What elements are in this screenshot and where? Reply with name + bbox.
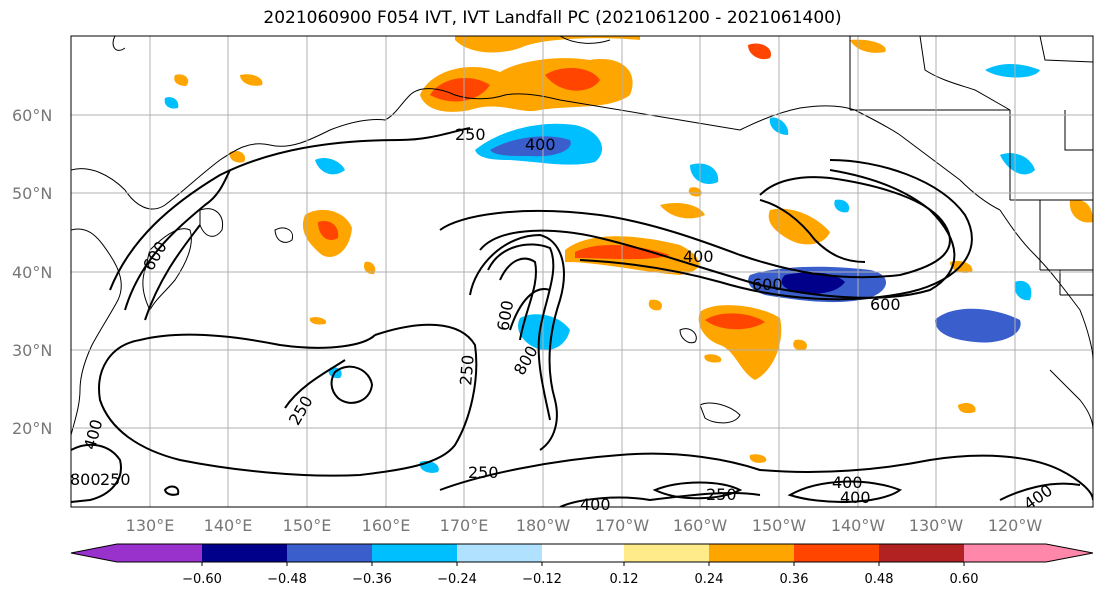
- lon-label: 140°W: [831, 516, 886, 535]
- lon-label: 150°E: [283, 516, 332, 535]
- contour-label: 600: [870, 295, 901, 314]
- colorbar-swatch: [117, 544, 202, 562]
- colorbar-tick-label: −0.24: [437, 572, 477, 587]
- contour-label: 400: [525, 135, 556, 154]
- lon-label: 160°W: [673, 516, 728, 535]
- colorbar-swatch: [287, 544, 372, 562]
- colorbar-outline: [70, 543, 1094, 563]
- colorbar-swatch: [202, 544, 287, 562]
- colorbar-tick-label: −0.48: [267, 572, 307, 587]
- colorbar-tick-label: 0.12: [610, 572, 639, 587]
- colorbar-swatch: [794, 544, 879, 562]
- longitude-labels: 130°E 140°E 150°E 160°E 170°E 180°W 170°…: [126, 516, 1043, 535]
- colorbar-swatch: [624, 544, 709, 562]
- lat-label: 50°N: [12, 184, 52, 203]
- lon-label: 160°E: [362, 516, 411, 535]
- contour-label: 250: [100, 470, 131, 489]
- colorbar-tick-label: 0.36: [780, 572, 809, 587]
- negative-anomaly-fills: [164, 64, 1040, 473]
- colorbar-swatch: [964, 544, 1046, 562]
- lon-label: 130°W: [909, 516, 964, 535]
- contour-label: 800: [70, 470, 101, 489]
- contour-label: 400: [840, 488, 871, 507]
- colorbar-tick-label: −0.12: [522, 572, 562, 587]
- colorbar: −0.60 −0.48 −0.36 −0.24 −0.12 0.12 0.24 …: [70, 543, 1094, 587]
- ivt-contours: [71, 127, 1093, 507]
- lon-label: 170°W: [595, 516, 650, 535]
- contour-label: 250: [456, 354, 478, 386]
- lon-label: 150°W: [752, 516, 807, 535]
- colorbar-tick-label: 0.60: [950, 572, 979, 587]
- colorbar-swatch: [457, 544, 542, 562]
- colorbar-swatch: [542, 544, 624, 562]
- contour-label: 400: [683, 247, 714, 266]
- colorbar-ticks: [201, 562, 965, 566]
- colorbar-extend-right: [1046, 544, 1093, 562]
- colorbar-tick-label: −0.60: [182, 572, 222, 587]
- contour-label: 250: [455, 125, 486, 144]
- lon-label: 180°W: [516, 516, 571, 535]
- contour-label: 400: [832, 473, 863, 492]
- colorbar-extend-left: [71, 544, 117, 562]
- coastlines: [71, 36, 1093, 436]
- colorbar-tick-label: 0.48: [865, 572, 894, 587]
- colorbar-tick-label: 0.24: [695, 572, 724, 587]
- lat-label: 20°N: [12, 419, 52, 438]
- colorbar-swatch: [372, 544, 457, 562]
- colorbar-swatch: [879, 544, 964, 562]
- lat-label: 30°N: [12, 341, 52, 360]
- colorbar-tick-label: −0.36: [352, 572, 392, 587]
- lon-label: 130°E: [126, 516, 175, 535]
- latitude-labels: 60°N 50°N 40°N 30°N 20°N: [12, 106, 52, 438]
- lon-label: 140°E: [204, 516, 253, 535]
- lat-label: 60°N: [12, 106, 52, 125]
- map-border: [70, 35, 1094, 508]
- contour-label: 250: [468, 463, 499, 482]
- contour-label: 400: [580, 495, 611, 514]
- lon-label: 120°W: [988, 516, 1043, 535]
- positive-anomaly-fills: [174, 36, 1093, 463]
- colorbar-swatch: [709, 544, 794, 562]
- lon-label: 170°E: [440, 516, 489, 535]
- contour-label: 250: [706, 485, 737, 504]
- lat-label: 40°N: [12, 263, 52, 282]
- gridlines: [71, 36, 1093, 507]
- contour-label: 600: [752, 275, 783, 294]
- map-title: 2021060900 F054 IVT, IVT Landfall PC (20…: [263, 8, 842, 28]
